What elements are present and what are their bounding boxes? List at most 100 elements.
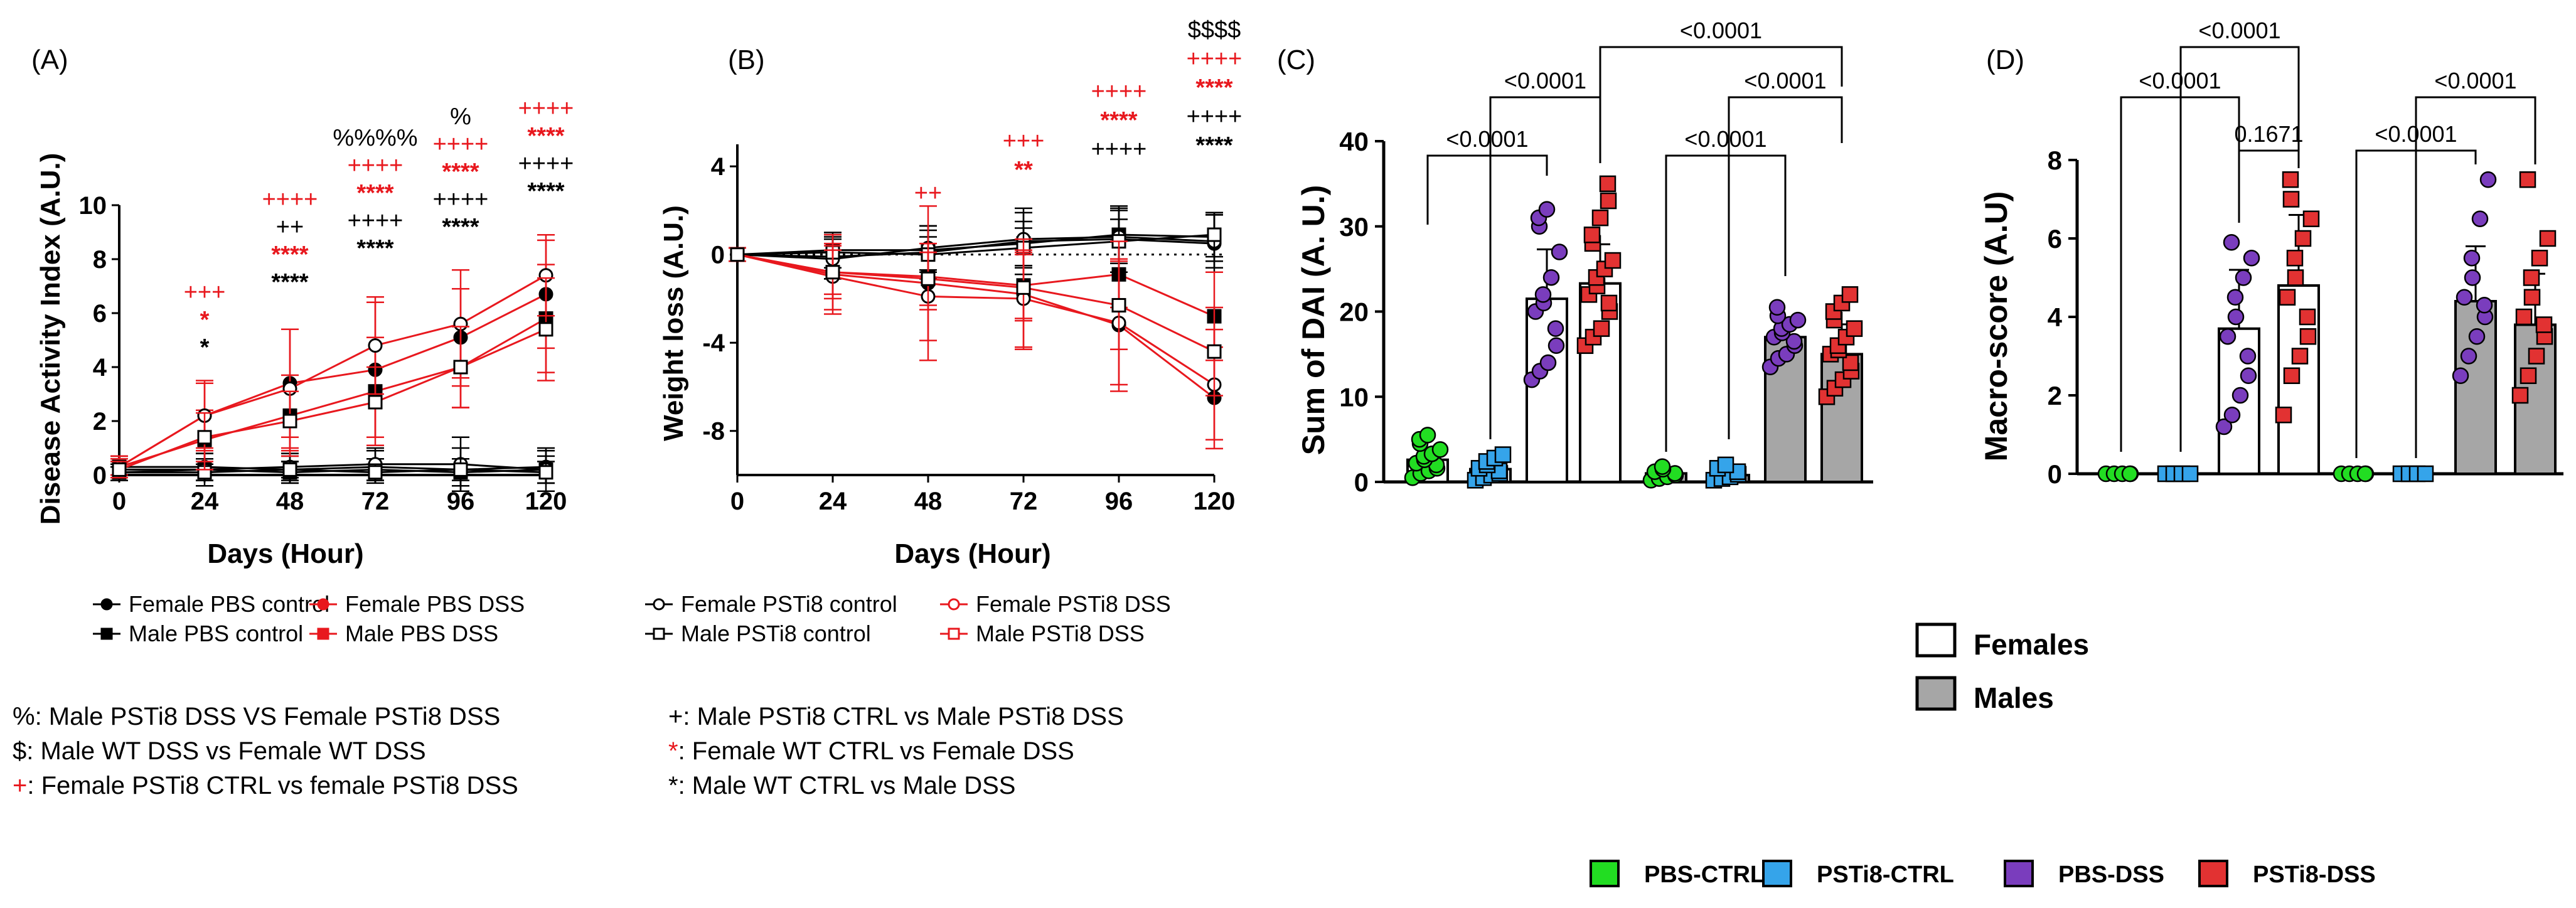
significance-label: ++++ (348, 208, 404, 234)
bar-group-females-psti8-ctrl (2157, 465, 2199, 483)
sex-legend: Females Males (1915, 622, 2089, 714)
bracket-line (1599, 46, 1843, 163)
series-line (737, 254, 1215, 353)
legend-label: Female PSTi8 DSS (976, 591, 1171, 617)
group-color-legend: PBS-CTRL PSTi8-CTRL PBS-DSS PSTi8-DSS (1590, 860, 2376, 888)
significance-label: ++++ (518, 95, 574, 122)
bar-group-females-pbs-ctrl (1404, 427, 1449, 486)
data-point (368, 395, 383, 410)
series-line (737, 254, 1215, 399)
significance-label: **** (1100, 107, 1137, 134)
bar (1526, 297, 1568, 483)
y-tick-label: 8 (2048, 146, 2062, 175)
panel-c-bar-chart: (C) 0 10 20 30 40 <0.0001 <0.0001 <0.0001 <0.000… (1277, 18, 1873, 497)
data-point (1494, 446, 1512, 463)
significance-label: **** (271, 242, 308, 268)
series-line (119, 293, 547, 468)
legend-label: Female PBS DSS (345, 591, 525, 617)
data-point (825, 265, 840, 280)
data-point (538, 465, 553, 480)
p-value-label: <0.0001 (2434, 68, 2516, 93)
data-point (1547, 320, 1564, 337)
series-line (119, 463, 547, 474)
significance-label: * (200, 307, 210, 333)
legend-label: Female PSTi8 control (681, 591, 897, 617)
data-point (1604, 252, 1622, 269)
p-value-label: <0.0001 (2198, 18, 2280, 43)
significance-label: ++ (276, 214, 304, 240)
significance-label: %%%% (333, 125, 417, 151)
comparison-bracket: <0.0001 (2179, 18, 2300, 452)
series-female-psti8-dss (110, 234, 555, 479)
significance-label: **** (1195, 75, 1232, 101)
legend-marker (100, 598, 113, 611)
y-tick-label: 4 (2048, 302, 2063, 332)
significance-label: ++++ (433, 186, 489, 213)
symbol-key-symbol: $ (13, 737, 26, 765)
symbol-key-symbol: + (13, 772, 27, 799)
significance-label: **** (356, 180, 393, 206)
p-value-label: <0.0001 (1684, 126, 1766, 152)
panel-b-x-axis-title: Days (Hour) (894, 538, 1050, 569)
series-line (737, 233, 1215, 256)
bar-group-females-psti8-ctrl (1467, 446, 1512, 489)
significance-label: **** (527, 123, 564, 149)
data-point (2302, 210, 2320, 227)
bar-group-males-psti8-ctrl (1705, 456, 1750, 489)
y-tick-label: 10 (1339, 382, 1369, 412)
significance-label: +++ (184, 279, 226, 306)
significance-label: $$$$ (1188, 17, 1241, 43)
data-point (2121, 465, 2139, 483)
legend-label: Male PBS control (129, 621, 303, 646)
symbol-key-symbol: * (668, 772, 678, 799)
y-tick-label: 4 (711, 153, 725, 181)
legend-marker (653, 628, 665, 640)
data-point (2515, 308, 2533, 326)
x-tick-label: 24 (819, 488, 847, 515)
symbol-key-symbol: * (668, 737, 678, 765)
legend-marker (948, 628, 960, 640)
y-tick-label: 0 (711, 242, 725, 269)
panel-a-label: (A) (31, 45, 68, 75)
data-point (2294, 230, 2312, 247)
data-point (368, 338, 383, 353)
legend-item-female-psti8-dss: Female PSTi8 DSS (940, 591, 1171, 617)
p-value-label: 0.1671 (2234, 121, 2303, 147)
data-point (2215, 418, 2233, 435)
significance-label: **** (271, 269, 308, 296)
legend-item-female-pbs-control: Female PBS control (93, 591, 329, 617)
data-point (1593, 320, 1610, 337)
series-line (119, 468, 547, 474)
data-point (2528, 348, 2545, 365)
symbol-key-text: : Male PSTi8 DSS VS Female PSTi8 DSS (35, 703, 501, 730)
data-point (1789, 311, 1807, 329)
legend-item-male-psti8-control: Male PSTi8 control (645, 621, 871, 646)
significance-label: **** (356, 235, 393, 262)
legend-item-male-pbs-control: Male PBS control (93, 621, 303, 646)
data-point (453, 462, 468, 477)
bar-group-females-psti8-dss (1576, 175, 1622, 483)
symbol-key-text: : Female WT CTRL vs Female DSS (678, 737, 1074, 765)
sex-legend-swatch (1915, 676, 1957, 711)
comparison-bracket: <0.0001 (1599, 18, 1843, 163)
series-line (737, 236, 1215, 260)
data-point (2511, 387, 2529, 404)
data-point (1785, 333, 1803, 350)
data-point (1538, 201, 1556, 218)
data-point (2476, 297, 2493, 314)
data-point (2519, 171, 2536, 188)
data-point (1419, 427, 1436, 444)
symbol-key-entry: *: Male WT CTRL vs Male DSS (668, 772, 1015, 799)
data-point (1846, 320, 1863, 337)
series-male-psti8-control (110, 457, 555, 484)
bar-group-males-psti8-dss (1818, 286, 1863, 483)
bar (2454, 300, 2497, 475)
data-point (368, 465, 383, 480)
significance-label: **** (1195, 132, 1232, 159)
series-female-psti8-dss (729, 242, 1223, 441)
data-point (1599, 175, 1617, 193)
x-tick-label: 96 (447, 488, 475, 515)
data-point (1534, 286, 1552, 303)
